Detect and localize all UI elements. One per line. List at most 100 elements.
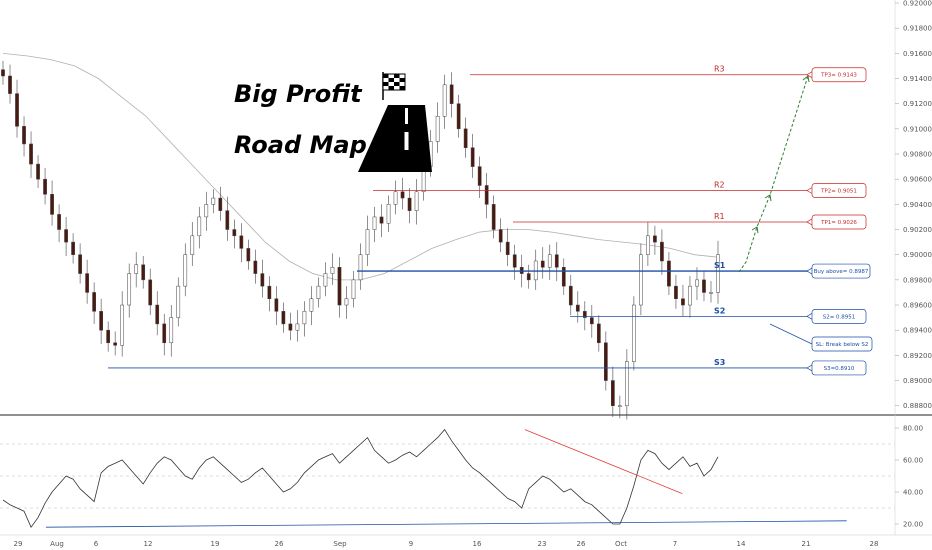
candle-body [575, 304, 580, 312]
callout-pointer [806, 71, 813, 79]
candle-body [344, 298, 349, 306]
price-pane [0, 0, 895, 415]
candle-body [561, 267, 566, 287]
price-tick-label: 0.90400 [903, 201, 932, 209]
time-tick-label: Sep [333, 540, 347, 548]
price-tick-label: 0.90200 [903, 226, 932, 234]
price-tick-label: 0.88800 [903, 402, 932, 410]
candle-body [155, 304, 160, 325]
candle-body [540, 260, 545, 268]
candle-body [582, 311, 587, 318]
candle-body [688, 285, 692, 306]
candle-body [274, 298, 279, 312]
time-tick-label: 7 [673, 540, 677, 548]
level-label-s3: S3 [714, 358, 725, 367]
candle-body [611, 380, 615, 406]
candle-body [477, 166, 482, 186]
candle-body [36, 163, 40, 180]
candle-body [232, 229, 237, 237]
candle-body [407, 197, 412, 211]
candle-body [197, 216, 202, 237]
candle-body [1, 69, 5, 77]
level-label-r1: R1 [714, 212, 725, 221]
time-tick-label: 9 [409, 540, 413, 548]
level-label-r3: R3 [714, 65, 725, 74]
candle-body [393, 191, 398, 205]
candle-body [267, 285, 272, 299]
candle-body [716, 254, 720, 293]
candle-body [141, 264, 146, 281]
candle-body [92, 292, 96, 312]
candle-body [358, 254, 363, 281]
candle-body [288, 323, 293, 331]
candle-body [330, 267, 335, 274]
candle-body [120, 304, 125, 346]
candle-body [71, 241, 75, 255]
rsi-trendlines [45, 429, 847, 528]
candle-body [351, 279, 356, 299]
candle-body [176, 285, 181, 318]
level-label-s2: S2 [714, 306, 725, 315]
candle-body [681, 298, 685, 306]
candle-body [547, 254, 552, 268]
candle-body [239, 235, 244, 249]
candle-body [29, 143, 33, 165]
callout-box [811, 309, 867, 324]
price-tick-label: 0.89800 [903, 276, 932, 284]
time-tick-label: 19 [211, 540, 220, 548]
headline-line1: Big Profit [234, 80, 363, 108]
candle-body [183, 254, 188, 287]
callout-pointer [806, 313, 813, 320]
time-tick-label: Aug [50, 540, 64, 548]
time-tick-label: 6 [94, 540, 99, 548]
candle-body [162, 323, 167, 344]
candle-body [309, 298, 314, 312]
callout-box [811, 263, 871, 279]
candle-body [260, 273, 265, 287]
rsi-tick-label: 80.00 [903, 425, 923, 433]
time-tick-label: 14 [737, 540, 746, 548]
candle-body [512, 254, 517, 268]
candle-body [225, 210, 230, 230]
callouts: TP3= 0.9143 TP2= 0.9051 TP1= 0.9026 Buy abo… [769, 67, 873, 376]
candle-body [442, 84, 447, 117]
candle-body [43, 178, 47, 195]
candle-body [211, 197, 216, 205]
candle-body [618, 405, 622, 407]
candle-body [337, 267, 342, 306]
candle-body [632, 304, 636, 362]
candle-body [379, 216, 384, 224]
price-tick-label: 0.91200 [903, 100, 932, 108]
rsi-pane [0, 415, 895, 535]
candle-body [526, 273, 531, 281]
candle-body [169, 317, 174, 344]
time-tick-label: 26 [275, 540, 284, 548]
candle-body [15, 93, 19, 127]
candle-body [449, 84, 454, 104]
callout-pointer [769, 323, 813, 345]
candles [1, 60, 720, 420]
callout-pointer [806, 267, 813, 275]
candle-body [22, 126, 26, 145]
callout-pointer [806, 218, 813, 226]
candle-body [414, 191, 419, 211]
candle-body [85, 273, 89, 293]
levels: R3 R2 R1 S1 S2 S3 [108, 65, 866, 369]
candle-body [134, 264, 139, 274]
callout-text: TP3= 0.9143 [820, 73, 857, 79]
callout-box [811, 360, 867, 376]
rsi-line [2, 428, 719, 528]
price-tick-label: 0.90000 [903, 251, 932, 259]
candle-body [667, 260, 671, 287]
price-tick-label: 0.89400 [903, 327, 932, 335]
candle-body [50, 194, 54, 215]
candle-body [127, 273, 132, 306]
time-tick-label: 29 [14, 540, 23, 548]
time-tick-label: 21 [802, 540, 811, 548]
rsi-tick-label: 60.00 [903, 457, 923, 465]
candle-body [695, 279, 699, 287]
candle-body [372, 216, 377, 230]
time-tick-label: 12 [144, 540, 153, 548]
checkered-flag-icon [382, 72, 406, 100]
candle-body [246, 248, 251, 262]
